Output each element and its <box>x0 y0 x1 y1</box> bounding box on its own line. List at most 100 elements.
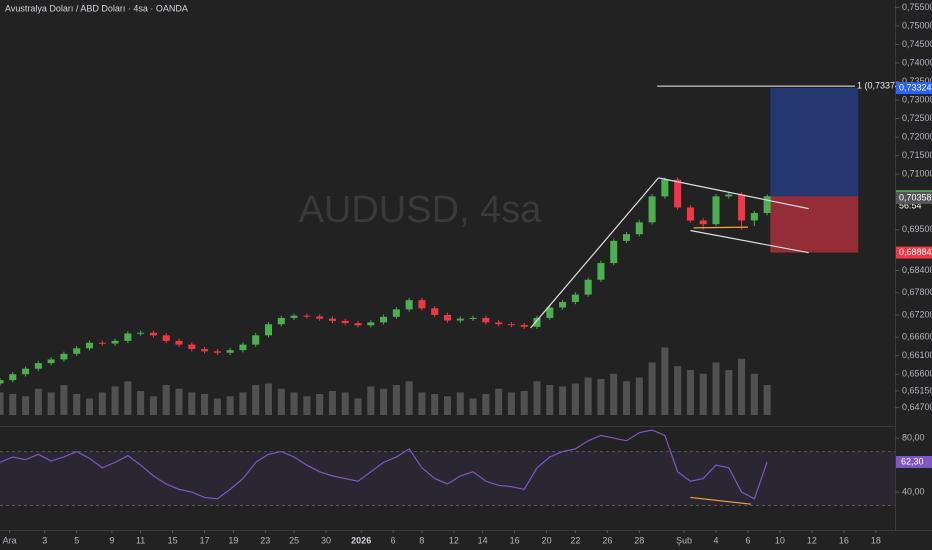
time-axis-border <box>0 530 932 531</box>
candle-body <box>392 309 400 317</box>
candle-body <box>686 207 694 221</box>
volume-bar <box>188 392 196 415</box>
rsi-trend-line <box>690 496 752 505</box>
time-tick-label: 17 <box>200 535 210 545</box>
trend-line <box>658 177 809 210</box>
candle-body <box>290 315 298 318</box>
candle-body <box>303 315 311 317</box>
rsi-line <box>0 429 768 500</box>
candle-body <box>622 234 631 241</box>
volume-bar <box>495 388 503 415</box>
candle-body <box>9 374 17 381</box>
volume-bar <box>98 392 106 415</box>
volume-bar <box>482 394 490 415</box>
candle-body <box>328 318 336 321</box>
volume-bar <box>341 392 349 415</box>
trend-line <box>690 229 809 254</box>
volume-bar <box>418 392 426 415</box>
time-tick-label: 25 <box>289 535 299 545</box>
volume-bar <box>277 388 285 415</box>
candle-body <box>495 322 503 325</box>
volume-bar <box>22 396 30 415</box>
volume-bar <box>124 381 132 415</box>
volume-bar <box>712 362 720 415</box>
price-tick-label: 0,67800 <box>902 287 932 297</box>
candle-body <box>380 316 388 323</box>
candle-body <box>699 220 707 225</box>
time-tick-label: 26 <box>602 535 612 545</box>
time-tick-label: 14 <box>478 535 488 545</box>
volume-bar <box>47 392 55 415</box>
price-tick-label: 0,73000 <box>902 94 932 104</box>
candle-body <box>354 323 362 326</box>
candle-body <box>149 332 157 336</box>
rsi-tick-label: 80,00 <box>902 432 925 442</box>
trend-line <box>530 177 659 329</box>
candle-body <box>712 196 720 225</box>
time-tick-label: 8 <box>419 535 424 545</box>
price-tick-label: 0,64700 <box>902 402 932 412</box>
time-tick-label: 4 <box>713 535 718 545</box>
candle-body <box>252 335 260 345</box>
candle-body <box>111 340 119 344</box>
candle-body <box>175 340 183 345</box>
time-tick-label: Şub <box>676 535 692 545</box>
candle-body <box>610 240 618 264</box>
candle-body <box>507 324 515 326</box>
price-tick-label: 0,65150 <box>902 385 932 395</box>
candle-body <box>648 196 656 223</box>
candle-body <box>661 179 669 197</box>
volume-bar <box>34 388 42 415</box>
candle-body <box>520 324 528 327</box>
volume-bar <box>264 383 273 415</box>
volume-bar <box>725 370 733 415</box>
candle-body <box>162 335 170 341</box>
candle-body <box>60 353 68 360</box>
time-tick-label: 23 <box>260 535 270 545</box>
time-tick-label: 11 <box>136 535 145 545</box>
trend-line <box>693 226 748 229</box>
price-badge-label: 0,70358 <box>899 192 932 202</box>
volume-bar <box>738 358 746 415</box>
price-badge-label: 0,68884 <box>899 247 932 257</box>
volume-bar <box>622 381 631 415</box>
candle-body <box>750 213 758 221</box>
position-target <box>770 88 859 197</box>
fib-label: 1 (0,73374) <box>857 81 903 91</box>
volume-bar <box>533 381 541 415</box>
price-tick-label: 0,72500 <box>902 113 932 123</box>
candle-body <box>213 351 221 353</box>
time-tick-label: 10 <box>775 535 785 545</box>
price-tick-label: 0,66600 <box>902 332 932 342</box>
candle-body <box>546 307 554 318</box>
volume-bar <box>239 392 247 415</box>
candle-body <box>571 294 579 302</box>
candle-body <box>85 342 94 349</box>
candle-body <box>559 301 567 308</box>
candle-body <box>431 308 439 315</box>
volume-bar <box>674 366 682 415</box>
volume-bar <box>73 394 81 415</box>
price-tick-label: 0,75000 <box>902 20 932 30</box>
time-tick-label: 6 <box>391 535 396 545</box>
time-tick-label: 30 <box>321 535 331 545</box>
price-badge <box>896 246 932 259</box>
price-tick-label: 0,71000 <box>902 169 932 179</box>
price-badge-label: 0,73324 <box>899 82 932 92</box>
volume-bar <box>303 396 311 415</box>
volume-bar <box>648 362 656 415</box>
volume-bar <box>431 394 439 415</box>
time-tick-label: 6 <box>745 535 750 545</box>
volume-bar <box>380 388 388 415</box>
volume-bar <box>137 391 145 415</box>
time-tick-label: 2026 <box>351 535 371 545</box>
volume-bar <box>354 398 362 415</box>
volume-bar <box>392 385 400 415</box>
volume-bar <box>175 388 183 415</box>
candle-body <box>405 300 413 310</box>
rsi-band <box>0 451 895 506</box>
time-tick-label: 28 <box>634 535 644 545</box>
volume-bar <box>559 386 567 415</box>
volume-bar <box>290 392 298 415</box>
volume-bar <box>610 373 618 415</box>
